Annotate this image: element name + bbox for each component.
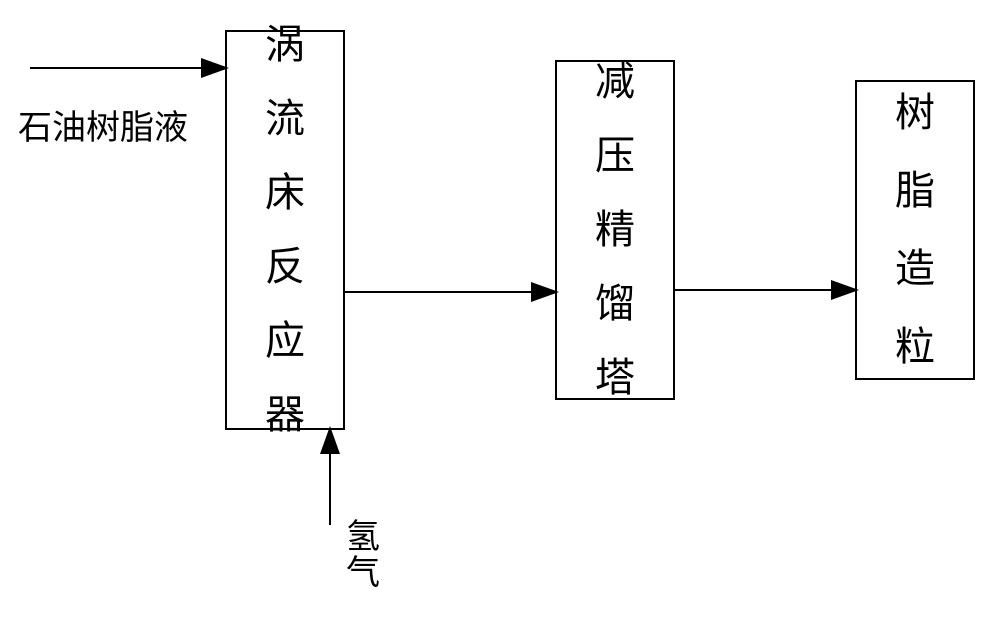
arrow-column-to-granulation bbox=[0, 0, 1000, 621]
